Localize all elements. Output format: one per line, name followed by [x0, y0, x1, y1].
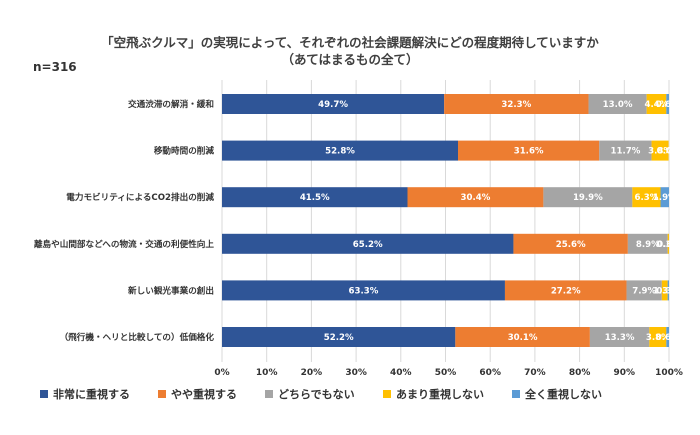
bar-segment: [651, 140, 669, 161]
data-label: 0.3%: [656, 286, 680, 296]
x-tick-label: 10%: [256, 368, 278, 378]
legend-swatch: [158, 390, 166, 398]
x-tick-label: 90%: [614, 368, 636, 378]
data-label: 63.3%: [349, 286, 379, 296]
data-label: 0.6%: [656, 100, 680, 110]
bar-segment: [222, 187, 408, 208]
category-label: 電力モビリティによるCO2排出の削減: [66, 191, 214, 203]
x-tick-label: 50%: [435, 368, 457, 378]
x-tick-label: 80%: [569, 368, 591, 378]
data-label: 25.6%: [556, 240, 586, 250]
legend-swatch: [383, 390, 391, 398]
x-tick-label: 60%: [479, 368, 501, 378]
bar-segment: [222, 94, 445, 114]
data-label: 0.3%: [656, 240, 680, 250]
x-tick-label: 30%: [345, 368, 367, 378]
data-label: 30.1%: [508, 333, 538, 343]
category-label: 新しい観光事業の創出: [128, 284, 214, 296]
data-label: 11.7%: [611, 147, 641, 157]
bar-segment: [504, 280, 627, 301]
bar-segment: [455, 327, 590, 347]
category-label: 移動時間の削減: [154, 145, 215, 157]
category-label: （飛行機・ヘリと比較しての）低価格化: [60, 331, 215, 343]
legend-swatch: [40, 390, 48, 398]
bar-segment: [627, 233, 668, 254]
sample-size-note: n=316: [33, 60, 77, 74]
data-label: 3.8%: [646, 333, 670, 343]
legend-label: あまり重視しない: [396, 387, 484, 401]
legend-label: 非常に重視する: [53, 387, 130, 401]
bar-segment: [543, 187, 633, 208]
data-label: 13.3%: [605, 333, 635, 343]
bar-segment: [444, 94, 589, 114]
data-label: 0.0%: [657, 147, 681, 157]
data-label: 7.9%: [632, 286, 656, 296]
legend-swatch: [512, 390, 520, 398]
bar-segment: [660, 187, 669, 208]
bar-segment: [646, 94, 667, 114]
bar-segment: [599, 140, 652, 161]
bar-segment: [666, 327, 669, 347]
chart-title: 「空飛ぶクルマ」の実現によって、それぞれの社会課題解決にどの程度期待していますか: [101, 35, 599, 50]
bar-segment: [666, 94, 669, 114]
bar-segment: [632, 187, 661, 208]
data-label: 65.2%: [353, 240, 383, 250]
data-label: 1.9%: [653, 193, 677, 203]
data-label: 30.4%: [461, 193, 491, 203]
bar-segment: [588, 94, 647, 114]
bar-segment: [222, 280, 505, 301]
category-label: 交通渋滞の解消・緩和: [128, 98, 214, 110]
x-tick-label: 20%: [301, 368, 323, 378]
bar-segment: [222, 327, 456, 347]
data-label: 13.0%: [603, 100, 633, 110]
data-label: 52.8%: [325, 147, 355, 157]
bar-segment: [661, 280, 668, 301]
category-label: 離島や山間部などへの物流・交通の利便性向上: [34, 238, 214, 250]
data-label: 3.8%: [648, 147, 672, 157]
x-tick-label: 70%: [524, 368, 546, 378]
bar-segment: [589, 327, 650, 347]
bar-segment: [667, 280, 669, 301]
x-tick-label: 40%: [390, 368, 412, 378]
data-label: 4.4%: [645, 100, 669, 110]
data-label: 31.6%: [514, 147, 544, 157]
data-label: 27.2%: [551, 286, 581, 296]
legend-label: 全く重視しない: [524, 387, 602, 401]
bar-segment: [649, 327, 667, 347]
data-label: 6.3%: [635, 193, 659, 203]
data-label: 8.9%: [636, 240, 660, 250]
legend-label: どちらでもない: [278, 388, 355, 401]
data-label: 52.2%: [324, 333, 354, 343]
bar-segment: [667, 233, 669, 254]
data-label: 0.6%: [656, 333, 680, 343]
chart-subtitle: （あてはまるもの全て）: [281, 52, 419, 67]
data-label: 0.0%: [657, 240, 681, 250]
x-tick-label: 100%: [655, 368, 683, 378]
bar-segment: [458, 140, 600, 161]
data-label: 1.3%: [653, 286, 677, 296]
legend-swatch: [265, 390, 273, 398]
bar-segment: [513, 233, 628, 254]
bar-segment: [222, 233, 514, 254]
data-label: 49.7%: [318, 100, 348, 110]
data-label: 32.3%: [501, 100, 531, 110]
x-tick-label: 0%: [214, 368, 229, 378]
bar-segment: [626, 280, 662, 301]
bar-segment: [407, 187, 544, 208]
data-label: 41.5%: [300, 193, 330, 203]
data-label: 19.9%: [573, 193, 603, 203]
legend-label: やや重視する: [171, 387, 237, 401]
bar-segment: [222, 140, 459, 161]
